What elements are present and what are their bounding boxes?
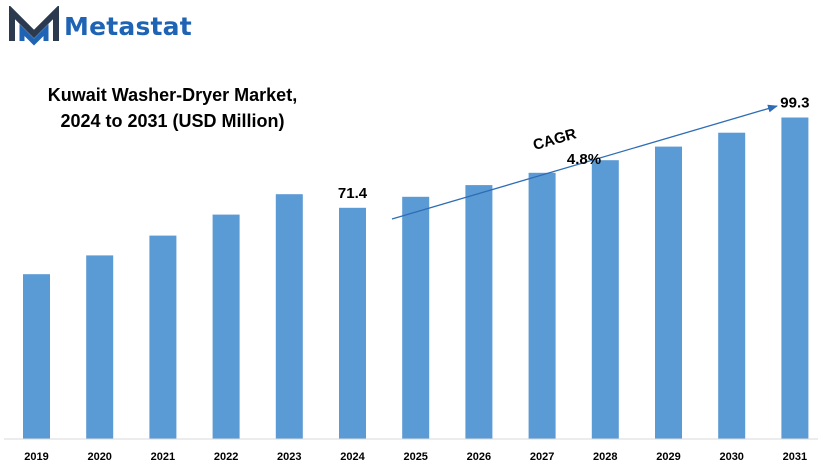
bar-2021 <box>149 235 177 439</box>
x-tick-label-2029: 2029 <box>656 451 680 463</box>
x-tick-label-2026: 2026 <box>467 451 491 463</box>
x-tick-label-2027: 2027 <box>530 451 554 463</box>
x-tick-label-2024: 2024 <box>340 451 365 463</box>
cagr-value: 4.8% <box>567 151 601 168</box>
x-tick-label-2020: 2020 <box>87 451 111 463</box>
cagr-label: CAGR <box>531 125 578 154</box>
brand-logo: Metastat <box>8 6 192 46</box>
x-tick-label-2028: 2028 <box>593 451 617 463</box>
x-tick-label-2031: 2031 <box>783 451 807 463</box>
brand-name: Metastat <box>64 11 192 41</box>
bar-2020 <box>86 255 114 439</box>
bar-2027 <box>528 172 556 440</box>
bar-2030 <box>718 132 746 439</box>
bar-2031 <box>781 117 809 439</box>
x-tick-label-2023: 2023 <box>277 451 301 463</box>
cagr-arrow <box>391 104 778 220</box>
x-tick-label-2022: 2022 <box>214 451 238 463</box>
bar-2025 <box>402 196 430 439</box>
x-tick-label-2019: 2019 <box>24 451 48 463</box>
chart-title: Kuwait Washer-Dryer Market, 2024 to 2031… <box>0 82 345 134</box>
data-label-2024: 71.4 <box>338 185 368 202</box>
bar-2028 <box>591 160 619 439</box>
x-tick-label-2025: 2025 <box>403 451 427 463</box>
bar-2022 <box>212 214 240 439</box>
bar-2023 <box>275 194 303 439</box>
x-tick-label-2030: 2030 <box>719 451 743 463</box>
bar-2026 <box>465 185 493 439</box>
chart-title-line-2: 2024 to 2031 (USD Million) <box>60 111 285 131</box>
bar-2019 <box>23 274 50 439</box>
bar-2024 <box>339 207 366 439</box>
x-tick-label-2021: 2021 <box>151 451 175 463</box>
chart-title-line-1: Kuwait Washer-Dryer Market, <box>47 85 298 105</box>
data-label-2031: 99.3 <box>780 95 809 112</box>
bar-2029 <box>655 146 682 439</box>
metastat-m-logo-icon <box>9 6 59 46</box>
